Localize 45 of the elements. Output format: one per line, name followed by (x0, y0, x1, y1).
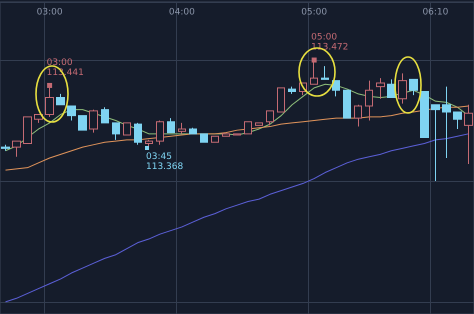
candlestick (200, 133, 208, 143)
candlestick (222, 133, 230, 137)
candlestick (420, 90, 429, 138)
candlestick (12, 140, 21, 158)
candlestick (78, 115, 87, 131)
candlestick (56, 93, 65, 106)
candlestick (255, 122, 263, 126)
candlestick (112, 122, 120, 140)
candlestick (89, 109, 98, 134)
candlestick (233, 133, 241, 136)
candlestick (376, 78, 385, 100)
candlestick (277, 87, 285, 113)
candlestick (354, 104, 362, 128)
candlestick (167, 118, 175, 134)
candlestick (1, 144, 10, 152)
candlestick (431, 104, 440, 182)
candlestick (244, 121, 252, 134)
candlestick (145, 139, 153, 149)
x-tick-label: 06:10 (422, 8, 449, 18)
candlestick (23, 116, 32, 144)
candlestick (332, 80, 340, 97)
candlestick (288, 86, 296, 94)
candlestick (101, 106, 109, 124)
x-tick-label: 04:00 (168, 8, 196, 18)
candlestick (266, 110, 274, 126)
candlestick (67, 106, 76, 122)
candlestick (134, 122, 142, 146)
candlestick (123, 122, 131, 136)
candlestick (321, 66, 329, 80)
x-tick-label: 03:00 (36, 8, 63, 18)
x-tick-label: 05:00 (301, 8, 328, 18)
candlestick (211, 136, 219, 143)
candlestick (156, 120, 164, 146)
candlestick (409, 78, 418, 96)
candlestick (310, 60, 318, 85)
candlestick (453, 112, 462, 130)
candlestick (343, 90, 351, 119)
candlestick (464, 104, 473, 165)
candlestick (365, 80, 373, 122)
annotation: 03:45 113.368 (146, 152, 184, 172)
candlestick (45, 84, 54, 118)
candlestick (189, 127, 197, 134)
candlestick (178, 122, 186, 134)
candlestick (442, 86, 451, 158)
candlestick (398, 72, 407, 104)
